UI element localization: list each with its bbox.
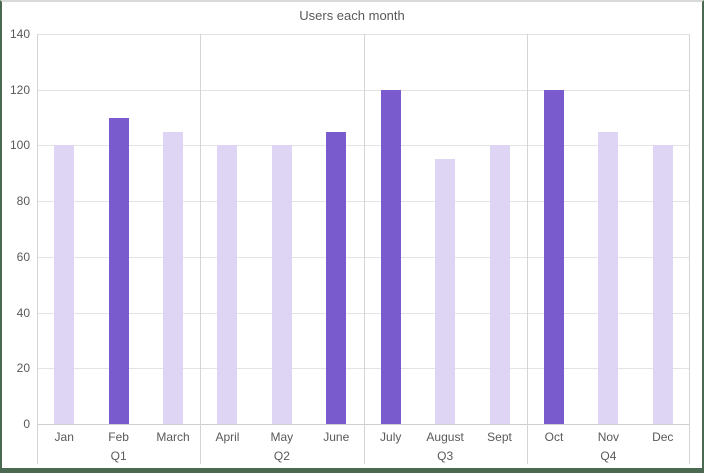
bar-nov xyxy=(598,131,619,424)
month-label-jan: Jan xyxy=(54,430,74,444)
month-label-sept: Sept xyxy=(487,430,512,444)
x-axis-line xyxy=(37,424,690,425)
bar-august xyxy=(435,159,456,424)
month-label-july: July xyxy=(380,430,402,444)
y-axis-labels: 140 120 100 80 60 40 20 0 xyxy=(2,27,30,431)
month-label-dec: Dec xyxy=(652,430,674,444)
chart-title: Users each month xyxy=(299,8,405,23)
bar-slot xyxy=(255,34,309,424)
bar-slot xyxy=(200,34,254,424)
month-label-march: March xyxy=(156,430,190,444)
bar-group-q1 xyxy=(37,34,200,424)
plot-area xyxy=(37,34,690,425)
bar-slot xyxy=(581,34,635,424)
bar-slot xyxy=(146,34,200,424)
quarter-labels-row: Q1 Q2 Q3 Q4 xyxy=(37,449,690,463)
quarter-label-q3: Q3 xyxy=(437,449,454,463)
month-labels-group: Jan Feb March xyxy=(37,430,200,444)
bars-layer xyxy=(37,34,690,424)
bar-slot xyxy=(309,34,363,424)
bar-feb xyxy=(108,117,129,424)
bar-group-q4 xyxy=(527,34,690,424)
y-tick-label: 60 xyxy=(16,249,30,264)
bar-slot xyxy=(364,34,418,424)
month-labels-group: April May June xyxy=(200,430,363,444)
bar-group-q3 xyxy=(364,34,527,424)
quarter-label-q1: Q1 xyxy=(110,449,127,463)
bar-june xyxy=(326,131,347,424)
month-labels-group: Oct Nov Dec xyxy=(527,430,690,444)
bar-slot xyxy=(527,34,581,424)
y-tick-label: 100 xyxy=(9,138,30,153)
month-label-august: August xyxy=(426,430,464,444)
month-label-oct: Oct xyxy=(544,430,564,444)
y-tick-label: 40 xyxy=(16,305,30,320)
month-labels-group: July August Sept xyxy=(364,430,527,444)
bar-april xyxy=(217,145,238,424)
month-label-april: April xyxy=(215,430,240,444)
y-tick-label: 80 xyxy=(16,194,30,209)
bar-slot xyxy=(37,34,91,424)
quarter-label-q4: Q4 xyxy=(600,449,617,463)
bar-march xyxy=(163,131,184,424)
quarter-label-q2: Q2 xyxy=(273,449,290,463)
bar-oct xyxy=(543,89,564,424)
y-tick-label: 20 xyxy=(16,361,30,376)
bar-slot xyxy=(91,34,145,424)
month-label-feb: Feb xyxy=(108,430,129,444)
bar-july xyxy=(380,89,401,424)
month-label-june: June xyxy=(323,430,350,444)
y-tick-label: 120 xyxy=(9,82,30,97)
bar-sept xyxy=(489,145,510,424)
bar-jan xyxy=(54,145,75,424)
month-labels-row: Jan Feb March April May June July August Sept Oct… xyxy=(37,430,690,444)
month-label-may: May xyxy=(270,430,294,444)
bar-may xyxy=(271,145,292,424)
bar-dec xyxy=(652,145,673,424)
bar-slot xyxy=(472,34,526,424)
month-label-nov: Nov xyxy=(597,430,620,444)
bar-group-q2 xyxy=(200,34,363,424)
bar-slot xyxy=(636,34,690,424)
bar-slot xyxy=(418,34,472,424)
y-tick-label: 140 xyxy=(9,27,30,41)
y-tick-label: 0 xyxy=(23,417,30,431)
